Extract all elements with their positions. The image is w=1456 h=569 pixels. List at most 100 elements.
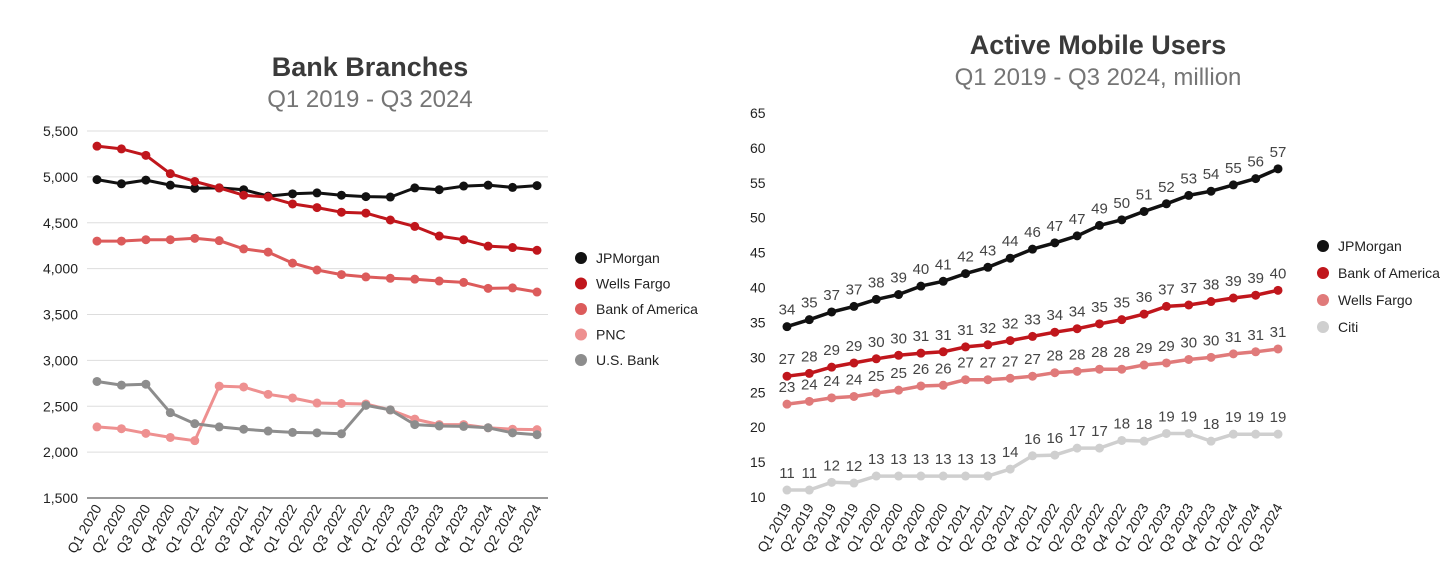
data-label: 12 — [846, 458, 863, 475]
data-point — [1117, 315, 1127, 325]
data-point — [1184, 190, 1194, 200]
data-label: 28 — [1069, 346, 1086, 363]
y-tick-label: 2,500 — [43, 398, 78, 414]
data-point — [983, 340, 993, 350]
data-point — [1117, 435, 1127, 445]
y-tick-label: 55 — [750, 175, 766, 191]
data-point — [1072, 366, 1082, 376]
data-point — [288, 427, 298, 437]
data-point — [336, 270, 346, 280]
data-point — [983, 471, 993, 481]
data-point — [385, 215, 395, 225]
data-label: 35 — [1113, 295, 1130, 312]
data-label: 18 — [1203, 416, 1220, 433]
data-point — [141, 175, 151, 185]
data-label: 19 — [1225, 409, 1242, 426]
data-point — [1005, 464, 1015, 474]
data-point — [336, 398, 346, 408]
legend-label: JPMorgan — [1338, 238, 1402, 254]
data-label: 40 — [1270, 265, 1287, 282]
data-point — [263, 247, 273, 257]
data-point — [312, 398, 322, 408]
data-point — [1072, 324, 1082, 334]
data-point — [1139, 206, 1149, 216]
data-label: 29 — [1136, 340, 1153, 357]
data-point — [1251, 290, 1261, 300]
data-point — [116, 144, 126, 154]
data-point — [804, 485, 814, 495]
data-point — [1228, 429, 1238, 439]
data-point — [483, 180, 493, 190]
data-label: 34 — [1069, 304, 1086, 321]
data-label: 33 — [1024, 311, 1041, 328]
bank-branches-chart: Bank Branches Q1 2019 - Q3 2024 1,500 2,0… — [0, 0, 720, 569]
data-label: 42 — [957, 249, 974, 266]
data-point — [1072, 231, 1082, 241]
data-label: 57 — [1270, 144, 1287, 161]
data-label: 30 — [890, 330, 907, 347]
data-label: 28 — [1046, 348, 1063, 365]
data-point — [410, 420, 420, 430]
data-point — [312, 188, 322, 198]
data-point — [434, 276, 444, 286]
series-line — [95, 380, 539, 437]
data-point — [1028, 331, 1037, 341]
active-mobile-users-chart: Active Mobile Users Q1 2019 - Q3 2024, m… — [730, 0, 1456, 569]
y-tick-label: 20 — [750, 419, 766, 435]
data-label: 27 — [957, 355, 974, 372]
data-label: 17 — [1091, 423, 1108, 440]
data-point — [116, 380, 126, 390]
data-point — [1050, 238, 1060, 248]
data-point — [508, 243, 518, 253]
y-tick-label: 5,000 — [43, 169, 78, 185]
data-point — [361, 192, 371, 202]
data-point — [1273, 429, 1283, 439]
data-point — [116, 236, 126, 246]
legend-marker — [575, 303, 587, 315]
data-point — [239, 424, 249, 434]
data-point — [434, 185, 444, 195]
data-point — [827, 362, 837, 372]
data-point — [827, 477, 837, 487]
data-point — [165, 180, 175, 190]
legend-label: JPMorgan — [596, 250, 660, 266]
y-tick-label: 3,000 — [43, 352, 78, 368]
data-point — [938, 347, 948, 357]
data-point — [1161, 301, 1171, 311]
data-point — [434, 231, 444, 241]
data-point — [336, 429, 346, 439]
data-label: 52 — [1158, 179, 1175, 196]
data-point — [92, 376, 102, 386]
data-point — [1184, 300, 1194, 310]
data-point — [508, 428, 518, 438]
data-point — [214, 422, 224, 432]
data-label: 30 — [1203, 332, 1220, 349]
data-label: 47 — [1069, 211, 1086, 228]
data-point — [1206, 352, 1216, 362]
data-point — [532, 287, 542, 297]
data-label: 36 — [1136, 289, 1153, 306]
series-line — [95, 144, 539, 252]
series-citi: 11 11 12 12 13 13 13 13 13 13 14 16 16 17 17 18 18 19 19 18… — [779, 408, 1286, 495]
data-point — [336, 190, 346, 200]
data-label: 53 — [1180, 170, 1197, 187]
data-point — [385, 273, 395, 283]
data-label: 26 — [913, 361, 930, 378]
data-point — [916, 471, 926, 481]
data-point — [782, 322, 792, 332]
data-point — [239, 382, 249, 392]
data-point — [1117, 364, 1127, 374]
data-point — [141, 150, 151, 160]
data-point — [92, 141, 102, 151]
data-point — [894, 290, 904, 300]
data-point — [190, 183, 200, 193]
data-point — [410, 274, 420, 284]
data-label: 23 — [779, 379, 796, 396]
legend-label: Wells Fargo — [596, 276, 671, 292]
data-point — [1005, 336, 1015, 346]
y-tick-label: 1,500 — [43, 490, 78, 506]
data-label: 24 — [846, 371, 863, 388]
data-label: 31 — [1270, 324, 1287, 341]
data-point — [983, 375, 993, 385]
data-point — [532, 181, 542, 191]
